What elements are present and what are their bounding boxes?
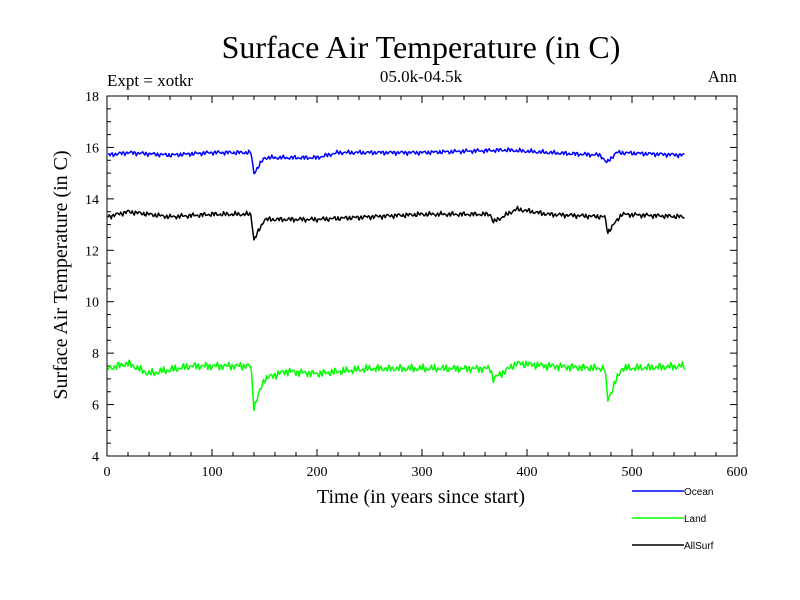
series-line-allsurf [107,205,685,241]
experiment-label: Expt = xotkr [107,71,193,90]
axes: 0 100 200 300 400 500 600 4 6 8 10 12 14 16 18 [85,90,748,480]
season-label: Ann [708,67,738,86]
period-label: 05.0k-04.5k [380,67,463,86]
legend-label-ocean: Ocean [684,487,713,498]
series-line-land [107,359,686,412]
series-layer [107,147,686,412]
y-tick-label: 12 [85,244,99,259]
legend: Ocean Land AllSurf [632,487,714,552]
chart-title: Surface Air Temperature (in C) [222,29,621,65]
y-tick-label: 8 [92,347,99,362]
x-tick-label: 500 [622,465,643,480]
y-tick-label: 6 [92,399,99,414]
x-tick-label: 400 [517,465,538,480]
plot-frame [106,95,738,457]
y-tick-label: 10 [85,296,99,311]
y-tick-label: 18 [85,90,99,105]
x-tick-label: 200 [307,465,328,480]
y-tick-label: 16 [85,141,99,156]
y-tick-label: 4 [92,450,99,465]
x-axis-label: Time (in years since start) [317,486,525,508]
series-line-ocean [107,147,685,175]
x-tick-label: 600 [727,465,748,480]
x-tick-label: 0 [104,465,111,480]
y-tick-label: 14 [85,193,99,208]
legend-label-land: Land [684,514,706,525]
x-tick-label: 300 [412,465,433,480]
x-tick-label: 100 [202,465,223,480]
legend-label-allsurf: AllSurf [684,541,714,552]
y-axis-label: Surface Air Temperature (in C) [50,150,72,399]
